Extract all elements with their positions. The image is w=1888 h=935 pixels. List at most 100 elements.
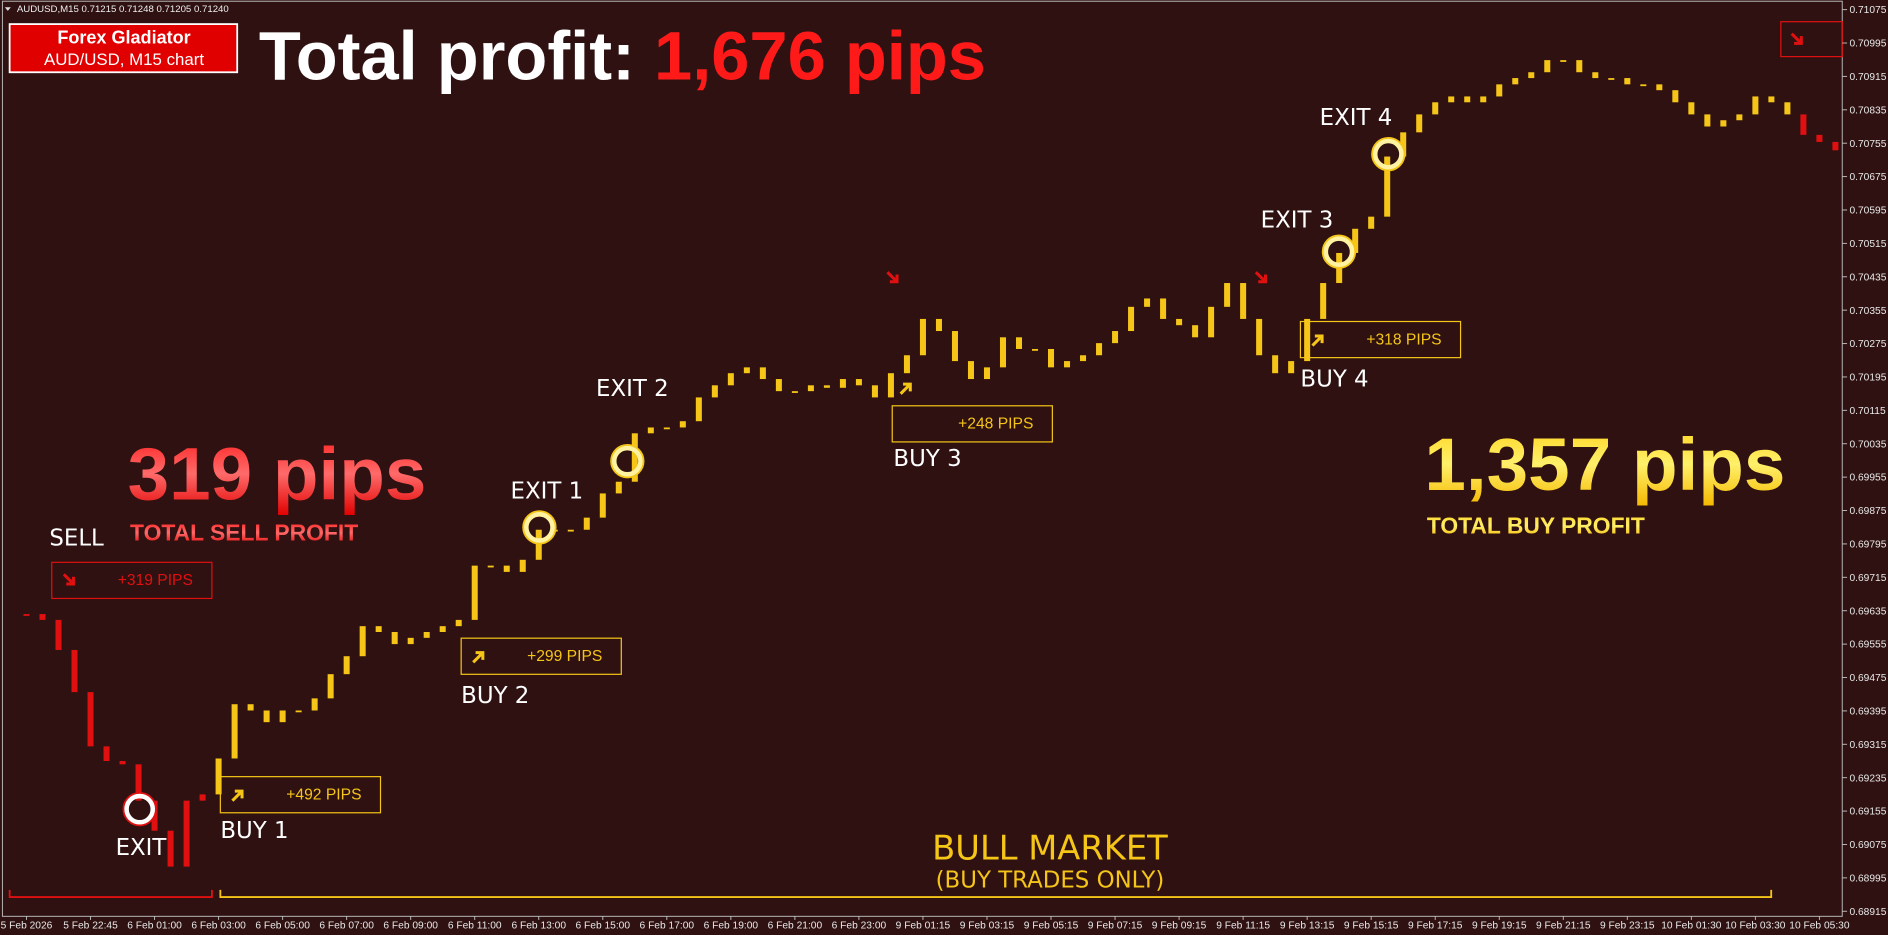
x-tick-label: 6 Feb 15:00 — [576, 920, 631, 931]
profit-box — [891, 405, 1053, 443]
profit-box-label: +299 PIPS — [527, 648, 602, 665]
candle — [1032, 348, 1039, 351]
candle — [727, 373, 734, 386]
x-tick-label: 9 Feb 09:15 — [1152, 920, 1207, 931]
candle — [1704, 114, 1711, 127]
candle — [1272, 355, 1279, 374]
y-tick-label: 0.70275 — [1849, 339, 1886, 350]
candle — [567, 529, 574, 532]
candle — [439, 626, 446, 633]
profit-box — [1299, 320, 1462, 359]
x-tick-label: 9 Feb 21:15 — [1536, 920, 1591, 931]
exit-marker — [611, 445, 643, 477]
candle — [327, 674, 334, 699]
x-tick-label: 9 Feb 17:15 — [1408, 920, 1463, 931]
candle — [775, 379, 782, 392]
entry-label: BUY 1 — [220, 818, 288, 844]
candle — [1512, 78, 1519, 85]
candle — [1640, 84, 1647, 87]
candle — [663, 427, 670, 430]
candle — [871, 385, 878, 398]
badge-title: Forex Gladiator — [57, 27, 190, 47]
exit-label: EXIT 2 — [596, 376, 669, 402]
y-tick-label: 0.69395 — [1849, 707, 1886, 718]
x-tick-label: 6 Feb 11:00 — [448, 920, 502, 931]
x-tick-label: 9 Feb 11:15 — [1216, 920, 1270, 931]
sell-arrow — [62, 573, 75, 586]
x-tick-label: 6 Feb 21:00 — [768, 920, 823, 931]
candle — [823, 385, 830, 388]
candle — [55, 619, 62, 650]
candle — [1608, 78, 1615, 80]
candle — [471, 565, 478, 620]
sell-arrow — [886, 271, 899, 284]
candle — [1240, 283, 1247, 319]
candle — [183, 800, 190, 867]
sell-bracket — [8, 889, 213, 898]
x-tick-label: 9 Feb 01:15 — [896, 920, 951, 931]
candle — [135, 764, 142, 801]
candle — [407, 637, 414, 645]
candle — [247, 704, 254, 711]
candle — [391, 632, 398, 645]
y-tick-label: 0.70595 — [1849, 206, 1886, 217]
candle — [807, 385, 814, 392]
buy-arrow — [899, 382, 912, 395]
candle — [1752, 96, 1759, 115]
y-tick-label: 0.70995 — [1849, 39, 1886, 50]
x-tick-label: 10 Feb 05:30 — [1789, 920, 1850, 931]
candle — [759, 367, 766, 380]
x-tick-label: 6 Feb 05:00 — [255, 920, 310, 931]
x-tick-label: 6 Feb 03:00 — [191, 920, 246, 931]
candle — [295, 710, 302, 713]
candle — [615, 481, 622, 494]
profit-box-label: +319 PIPS — [118, 572, 193, 589]
candle — [1096, 343, 1103, 356]
candle — [1736, 114, 1743, 121]
candle — [839, 379, 846, 388]
sell-total-label: TOTAL SELL PROFIT — [130, 520, 358, 546]
candle — [1432, 102, 1439, 115]
candle — [519, 559, 526, 572]
x-tick-label: 5 Feb 2026 — [1, 920, 53, 931]
candle — [1128, 306, 1135, 332]
candle — [1304, 318, 1311, 362]
x-tick-label: 6 Feb 01:00 — [127, 920, 182, 931]
sell-arrow — [1254, 271, 1267, 284]
candle — [1784, 102, 1791, 115]
candle — [1528, 72, 1535, 79]
candle — [743, 367, 750, 374]
x-tick-label: 6 Feb 19:00 — [704, 920, 759, 931]
profit-box-label: +248 PIPS — [958, 416, 1033, 433]
buy-arrow — [231, 789, 244, 802]
buy-total: 1,357 pips — [1424, 422, 1785, 506]
candle — [343, 656, 350, 675]
candle — [679, 421, 686, 428]
candle — [231, 704, 238, 759]
y-tick-label: 0.71075 — [1849, 5, 1886, 16]
symbol-info: AUDUSD,M15 0.71215 0.71248 0.71205 0.712… — [17, 4, 229, 15]
candle — [1048, 348, 1055, 368]
y-tick-label: 0.70435 — [1849, 272, 1886, 283]
candle — [1112, 331, 1119, 344]
candle — [583, 517, 590, 530]
candle — [1015, 337, 1023, 349]
sell-arrow — [1790, 32, 1803, 45]
candle — [263, 710, 270, 723]
candle — [103, 746, 110, 761]
exit-marker-ring — [522, 510, 557, 545]
candle — [311, 698, 318, 711]
y-tick-label: 0.69555 — [1849, 640, 1886, 651]
y-tick-label: 0.69475 — [1849, 673, 1886, 684]
y-tick-label: 0.68995 — [1849, 873, 1886, 884]
market-label: BULL MARKET — [932, 829, 1168, 868]
chart-title: Total profit: 1,676 pips — [259, 17, 986, 94]
exit-label: EXIT 1 — [511, 479, 584, 505]
candle — [967, 361, 974, 380]
entry-label: BUY 4 — [1300, 367, 1368, 393]
signal-box — [1780, 21, 1843, 58]
candle — [1560, 60, 1567, 62]
x-tick-label: 6 Feb 23:00 — [832, 920, 887, 931]
candle — [999, 337, 1007, 368]
